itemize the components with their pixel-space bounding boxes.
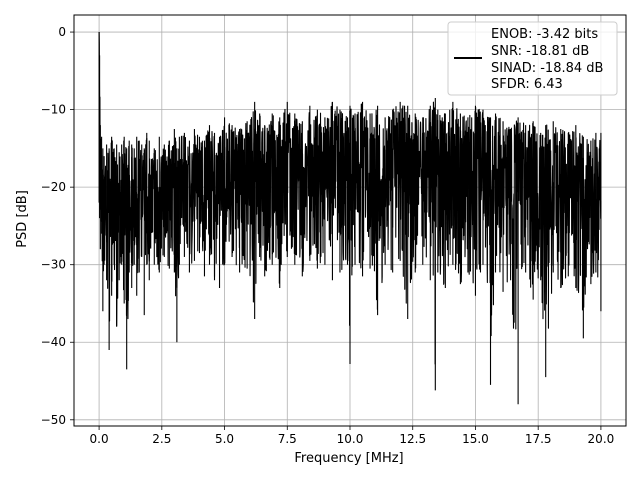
x-tick-label: 0.0 <box>90 432 109 446</box>
x-axis-label: Frequency [MHz] <box>294 451 403 466</box>
x-tick-label: 20.0 <box>588 432 615 446</box>
legend-enob-text: ENOB: -3.42 bits <box>491 27 598 42</box>
x-tick-label: 15.0 <box>462 432 489 446</box>
legend: ENOB: -3.42 bits SNR: -18.81 dB SINAD: -… <box>447 21 618 96</box>
y-tick-label: −30 <box>41 258 66 272</box>
x-tick-label: 7.5 <box>278 432 297 446</box>
y-tick-label: 0 <box>58 25 66 39</box>
x-tick-label: 5.0 <box>215 432 234 446</box>
legend-box <box>447 21 618 96</box>
y-tick-label: −10 <box>41 103 66 117</box>
legend-sfdr-text: SFDR: 6.43 <box>491 77 563 92</box>
axis-ticks: 0.0 2.5 5.0 7.5 10.0 12.5 15.0 17.5 20.0 0 −10 −20 −… <box>41 25 615 446</box>
y-axis-label: PSD [dB] <box>15 190 30 248</box>
y-tick-label: −20 <box>41 180 66 194</box>
x-tick-label: 10.0 <box>337 432 364 446</box>
legend-sinad-text: SINAD: -18.84 dB <box>491 61 603 76</box>
x-tick-label: 12.5 <box>399 432 426 446</box>
x-tick-label: 2.5 <box>152 432 171 446</box>
psd-series <box>98 32 602 405</box>
legend-snr-text: SNR: -18.81 dB <box>491 44 589 59</box>
x-tick-label: 17.5 <box>525 432 552 446</box>
y-tick-label: −40 <box>41 335 66 349</box>
y-tick-label: −50 <box>41 413 66 427</box>
